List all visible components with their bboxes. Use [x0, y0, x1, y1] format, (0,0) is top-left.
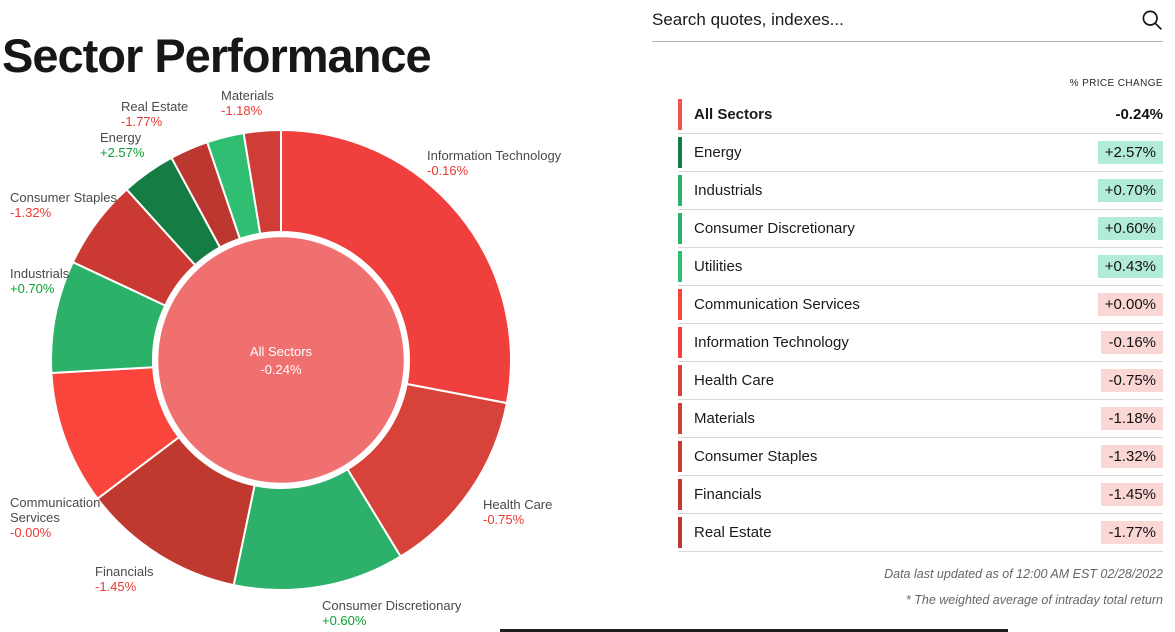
search-input[interactable] — [652, 8, 1141, 32]
slice-information-technology[interactable] — [280, 128, 512, 405]
sector-color-bar — [678, 289, 682, 320]
table-row[interactable]: Communication Services +0.00% — [678, 286, 1163, 324]
sector-change-badge: +0.60% — [1097, 217, 1163, 240]
sector-change-badge: +0.43% — [1097, 255, 1163, 278]
search-icon[interactable] — [1141, 9, 1163, 31]
slice-label-name: Consumer Staples — [10, 190, 117, 205]
sector-color-bar — [678, 175, 682, 206]
table-row[interactable]: Materials -1.18% — [678, 400, 1163, 438]
table-header: % PRICE CHANGE — [1069, 78, 1163, 89]
slice-label-financials: Financials -1.45% — [95, 564, 154, 594]
sector-color-bar — [678, 213, 682, 244]
sector-name: Information Technology — [694, 334, 849, 351]
sector-name: Industrials — [694, 182, 763, 199]
sector-change-badge: +0.70% — [1097, 179, 1163, 202]
slice-label-industrials: Industrials +0.70% — [10, 266, 69, 296]
sector-color-bar — [678, 251, 682, 282]
search-bar — [652, 8, 1163, 42]
sector-name: Communication Services — [694, 296, 860, 313]
sector-color-bar — [678, 441, 682, 472]
slice-label-consumer-staples: Consumer Staples -1.32% — [10, 190, 117, 220]
sector-color-bar — [678, 365, 682, 396]
sector-color-bar — [678, 479, 682, 510]
page-bottom-bar — [500, 629, 1008, 632]
slice-label-health-care: Health Care -0.75% — [483, 497, 552, 527]
donut-center-circle[interactable] — [155, 234, 407, 486]
slice-label-name: Communication Services — [10, 495, 101, 525]
slice-label-value: -1.45% — [95, 579, 137, 594]
sector-color-bar — [678, 517, 682, 548]
slice-label-name: Materials — [221, 88, 274, 103]
sector-change-badge: -1.45% — [1101, 483, 1163, 506]
slice-label-value: +2.57% — [100, 145, 145, 160]
slice-label-communication-services: Communication Services -0.00% — [10, 495, 122, 540]
sector-name: Financials — [694, 486, 762, 503]
sector-change-badge: -1.18% — [1101, 407, 1163, 430]
sector-name: Consumer Staples — [694, 448, 818, 465]
slice-label-name: Information Technology — [427, 148, 562, 163]
table-row[interactable]: Financials -1.45% — [678, 476, 1163, 514]
sector-color-bar — [678, 403, 682, 434]
slice-label-value: -1.32% — [10, 205, 52, 220]
table-row[interactable]: Utilities +0.43% — [678, 248, 1163, 286]
table-row[interactable]: Consumer Discretionary +0.60% — [678, 210, 1163, 248]
sector-name: Consumer Discretionary — [694, 220, 855, 237]
sector-name: Health Care — [694, 372, 775, 389]
table-row[interactable]: Real Estate -1.77% — [678, 514, 1163, 552]
slice-label-consumer-discretionary: Consumer Discretionary +0.60% — [322, 598, 461, 628]
slice-label-value: -1.18% — [221, 103, 263, 118]
table-row[interactable]: Consumer Staples -1.32% — [678, 438, 1163, 476]
slice-label-name: Industrials — [10, 266, 70, 281]
sector-color-bar — [678, 327, 682, 358]
sector-name: Real Estate — [694, 524, 772, 541]
slice-label-name: Health Care — [483, 497, 553, 512]
table-row[interactable]: Health Care -0.75% — [678, 362, 1163, 400]
sector-name: All Sectors — [694, 106, 773, 123]
slice-materials[interactable] — [242, 128, 282, 235]
sector-name: Energy — [694, 144, 742, 161]
slice-label-name: Real Estate — [121, 99, 189, 114]
sector-change-badge: -0.75% — [1101, 369, 1163, 392]
slice-label-materials: Materials -1.18% — [221, 88, 274, 118]
sector-change-badge: -0.24% — [1115, 106, 1163, 123]
last-updated-note: Data last updated as of 12:00 AM EST 02/… — [884, 567, 1163, 581]
sector-color-bar — [678, 137, 682, 168]
slice-label-value: +0.60% — [322, 613, 367, 628]
slice-label-name: Financials — [95, 564, 154, 579]
table-row[interactable]: Industrials +0.70% — [678, 172, 1163, 210]
slice-label-name: Consumer Discretionary — [322, 598, 462, 613]
slice-label-value: -0.00% — [10, 525, 52, 540]
table-row[interactable]: All Sectors -0.24% — [678, 96, 1163, 134]
slice-label-value: -0.16% — [427, 163, 469, 178]
sector-change-badge: -1.32% — [1101, 445, 1163, 468]
table-row[interactable]: Energy +2.57% — [678, 134, 1163, 172]
sector-name: Utilities — [694, 258, 743, 275]
donut-center-label: All Sectors -0.24% — [250, 344, 313, 377]
slice-label-value: +0.70% — [10, 281, 55, 296]
donut-svg: All Sectors -0.24% — [50, 128, 512, 592]
slice-label-value: -0.75% — [483, 512, 525, 527]
sector-color-bar — [678, 99, 682, 130]
sector-change-badge: -0.16% — [1101, 331, 1163, 354]
sector-table-rows: All Sectors -0.24% Energy +2.57% Industrials… — [678, 96, 1163, 552]
sector-change-badge: +0.00% — [1097, 293, 1163, 316]
sector-change-badge: -1.77% — [1101, 521, 1163, 544]
table-footnotes: Data last updated as of 12:00 AM EST 02/… — [678, 561, 1163, 613]
sector-donut-chart: All Sectors -0.24% Information Technology… — [10, 88, 561, 628]
weighted-average-note: * The weighted average of intraday total… — [905, 593, 1163, 607]
slice-label-energy: Energy +2.57% — [100, 130, 144, 160]
slice-label-information-technology: Information Technology -0.16% — [427, 148, 561, 178]
page-title: Sector Performance — [2, 29, 432, 83]
slice-label-real-estate: Real Estate -1.77% — [121, 99, 188, 129]
table-row[interactable]: Information Technology -0.16% — [678, 324, 1163, 362]
slice-label-value: -1.77% — [121, 114, 163, 129]
slice-label-name: Energy — [100, 130, 142, 145]
sector-change-badge: +2.57% — [1097, 141, 1163, 164]
sector-table: % PRICE CHANGE All Sectors -0.24% Energy +2… — [678, 78, 1163, 613]
sector-name: Materials — [694, 410, 755, 427]
